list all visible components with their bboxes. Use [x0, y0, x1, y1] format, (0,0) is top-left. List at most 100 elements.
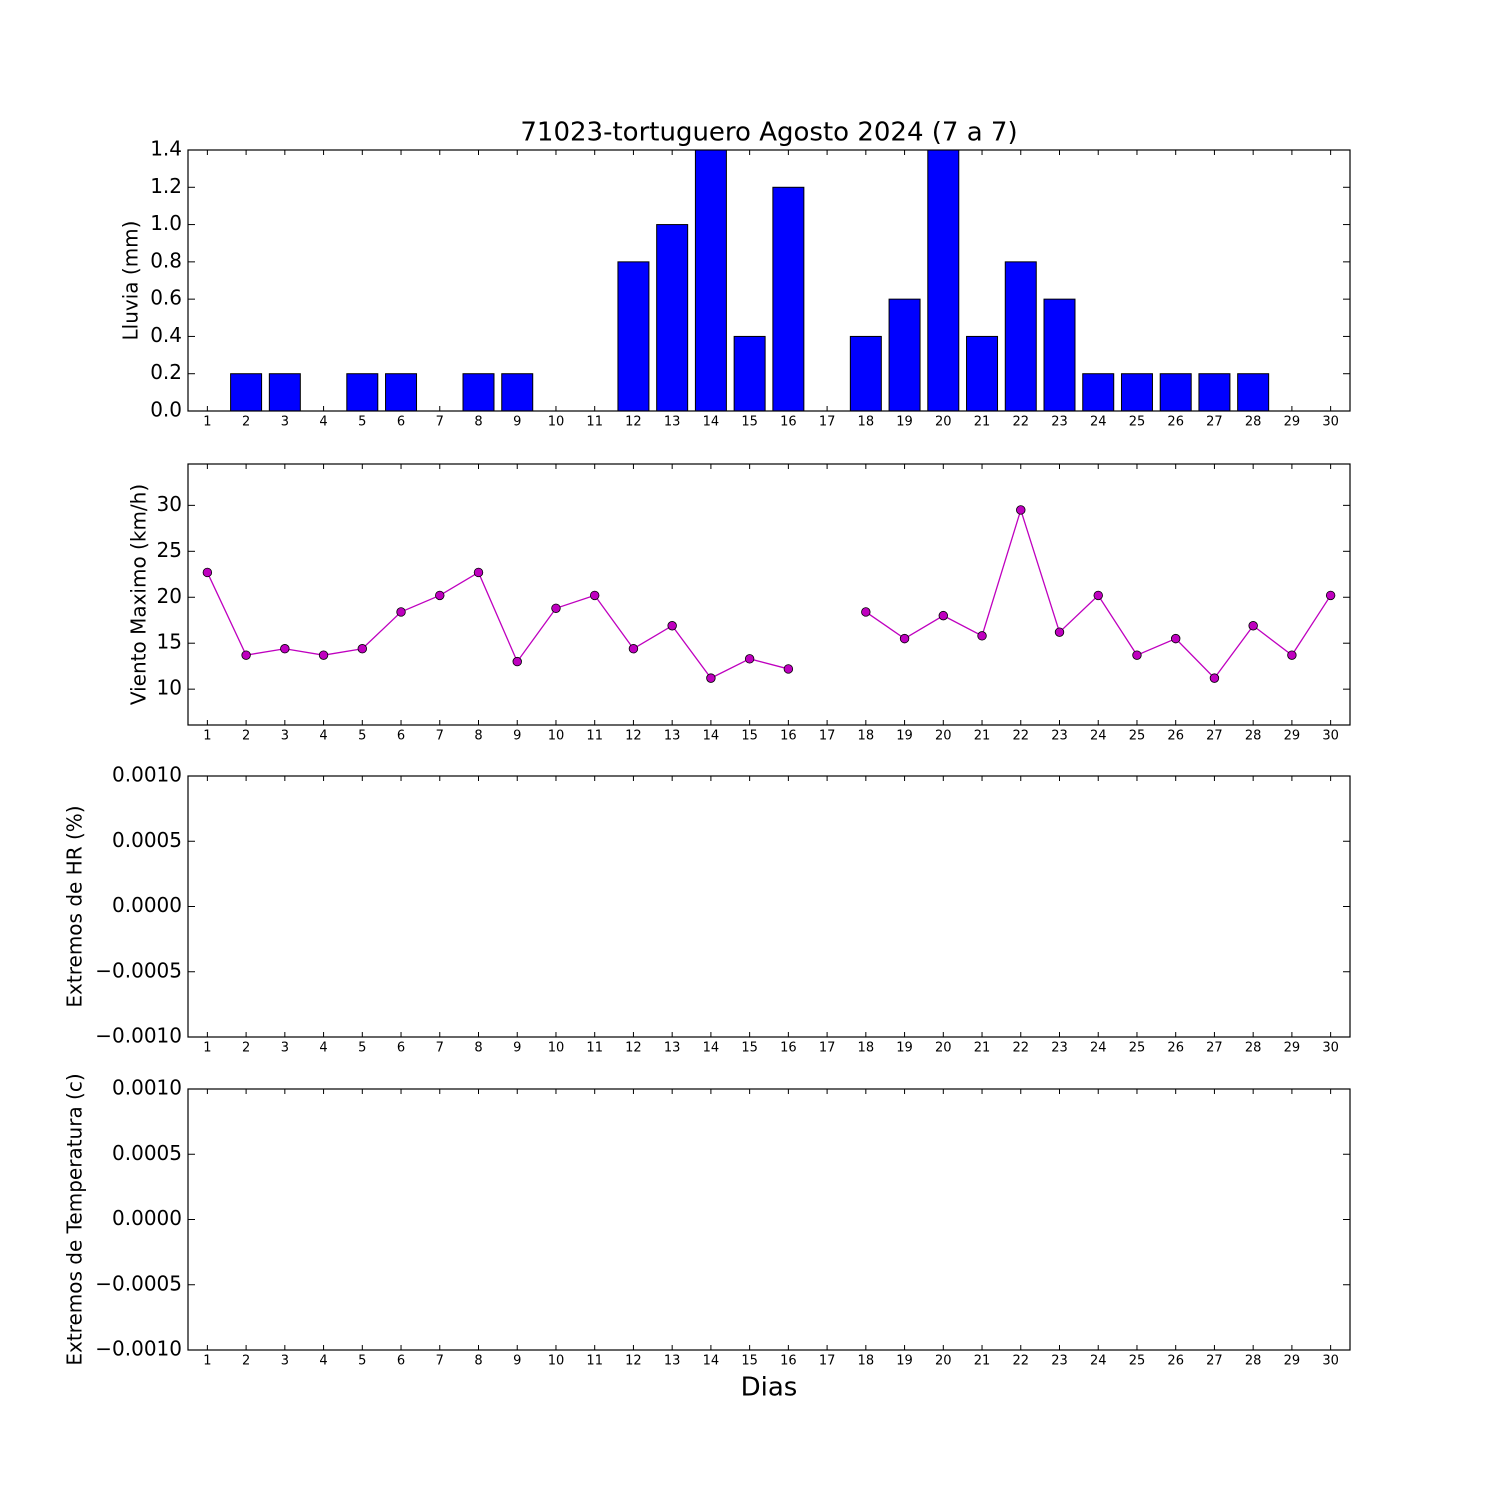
x-tick-label: 14 [703, 1041, 720, 1056]
x-tick-label: 19 [896, 729, 913, 744]
x-tick-label: 24 [1090, 1354, 1107, 1369]
x-tick-label: 23 [1051, 1354, 1068, 1369]
x-tick-label: 11 [586, 1041, 603, 1056]
marker [590, 590, 600, 601]
x-tick-label: 9 [513, 1354, 521, 1369]
x-tick-label: 20 [935, 1354, 952, 1369]
x-tick-label: 28 [1245, 1354, 1262, 1369]
bar [1082, 373, 1115, 412]
x-tick-label: 16 [780, 1041, 797, 1056]
x-tick-label: 9 [513, 1041, 521, 1056]
bar [462, 373, 495, 412]
x-tick-label: 15 [741, 1041, 758, 1056]
x-tick-label: 3 [281, 729, 289, 744]
x-tick-label: 19 [896, 1354, 913, 1369]
y-tick-label: 0.2 [150, 360, 182, 384]
y-tick-label: 0.6 [150, 286, 182, 310]
axes-frame [187, 775, 1351, 1038]
x-tick-label: 23 [1051, 729, 1068, 744]
bar [656, 224, 689, 412]
x-tick-label: 1 [203, 1041, 211, 1056]
x-axis-label: Dias [741, 1373, 798, 1403]
x-tick-label: 14 [703, 415, 720, 430]
marker [357, 644, 368, 654]
x-tick-label: 7 [436, 1041, 444, 1056]
bar [501, 373, 534, 412]
x-tick-label: 17 [819, 1041, 836, 1056]
marker [1170, 633, 1181, 644]
x-tick-label: 17 [819, 729, 836, 744]
x-tick-label: 29 [1284, 415, 1301, 430]
x-tick-label: 24 [1090, 729, 1107, 744]
x-tick-label: 4 [319, 729, 327, 744]
x-tick-label: 21 [974, 1041, 991, 1056]
x-tick-label: 18 [858, 415, 875, 430]
x-tick-label: 25 [1129, 415, 1146, 430]
x-tick-label: 25 [1129, 1041, 1146, 1056]
x-tick-label: 27 [1206, 415, 1223, 430]
y-tick-label: 30 [157, 492, 182, 516]
x-tick-label: 21 [974, 1354, 991, 1369]
x-tick-label: 7 [436, 415, 444, 430]
marker [783, 664, 794, 674]
x-tick-label: 18 [858, 1041, 875, 1056]
y-tick-label: 1.0 [150, 211, 182, 235]
marker [241, 650, 251, 660]
x-tick-label: 7 [436, 1354, 444, 1369]
x-tick-label: 15 [741, 729, 758, 744]
marker [1248, 621, 1258, 631]
x-tick-label: 4 [319, 415, 327, 430]
x-tick-label: 14 [703, 1354, 720, 1369]
x-tick-label: 28 [1245, 1041, 1262, 1056]
bar [1159, 373, 1192, 412]
x-tick-label: 11 [586, 729, 603, 744]
chart-title: 71023-tortuguero Agosto 2024 (7 a 7) [520, 118, 1017, 148]
x-tick-label: 15 [741, 415, 758, 430]
x-tick-label: 6 [397, 1041, 405, 1056]
y-tick-label: −0.0010 [95, 1337, 182, 1361]
y-tick-label: 1.2 [150, 174, 182, 198]
y-tick-label: −0.0005 [95, 958, 182, 982]
x-tick-label: 22 [1012, 729, 1029, 744]
x-tick-label: 2 [242, 729, 250, 744]
x-tick-label: 20 [935, 1041, 952, 1056]
x-tick-label: 20 [935, 415, 952, 430]
x-tick-label: 3 [281, 1354, 289, 1369]
x-tick-label: 10 [548, 1041, 565, 1056]
y-tick-label: 1.4 [150, 137, 182, 161]
axes-frame [187, 149, 1351, 412]
x-tick-label: 11 [586, 415, 603, 430]
x-tick-label: 29 [1284, 1354, 1301, 1369]
x-tick-label: 30 [1322, 1041, 1339, 1056]
y-tick-label: 15 [157, 630, 182, 654]
x-tick-label: 26 [1167, 415, 1184, 430]
marker [551, 603, 561, 613]
marker [1016, 505, 1026, 515]
x-tick-label: 27 [1206, 1354, 1223, 1369]
x-tick-label: 16 [780, 415, 797, 430]
x-tick-label: 11 [586, 1354, 603, 1369]
x-tick-label: 16 [780, 1354, 797, 1369]
x-tick-label: 15 [741, 1354, 758, 1369]
x-tick-label: 12 [625, 1354, 642, 1369]
y-tick-label: 0.0005 [112, 828, 182, 852]
line [206, 507, 1332, 680]
y-tick-label: 0.0005 [112, 1141, 182, 1165]
bar [1198, 373, 1231, 412]
x-tick-label: 27 [1206, 729, 1223, 744]
x-tick-label: 21 [974, 729, 991, 744]
x-tick-label: 20 [935, 729, 952, 744]
bar [230, 373, 263, 412]
x-tick-label: 2 [242, 415, 250, 430]
x-tick-label: 8 [474, 1041, 482, 1056]
marker [318, 650, 329, 660]
x-tick-label: 27 [1206, 1041, 1223, 1056]
bar [1237, 373, 1270, 412]
bar [733, 335, 766, 412]
x-tick-label: 8 [474, 729, 482, 744]
x-tick-label: 29 [1284, 729, 1301, 744]
y-axis-label: Extremos de Temperatura (c) [63, 1073, 87, 1365]
x-tick-label: 3 [281, 415, 289, 430]
x-tick-label: 1 [203, 729, 211, 744]
x-tick-label: 9 [513, 729, 521, 744]
